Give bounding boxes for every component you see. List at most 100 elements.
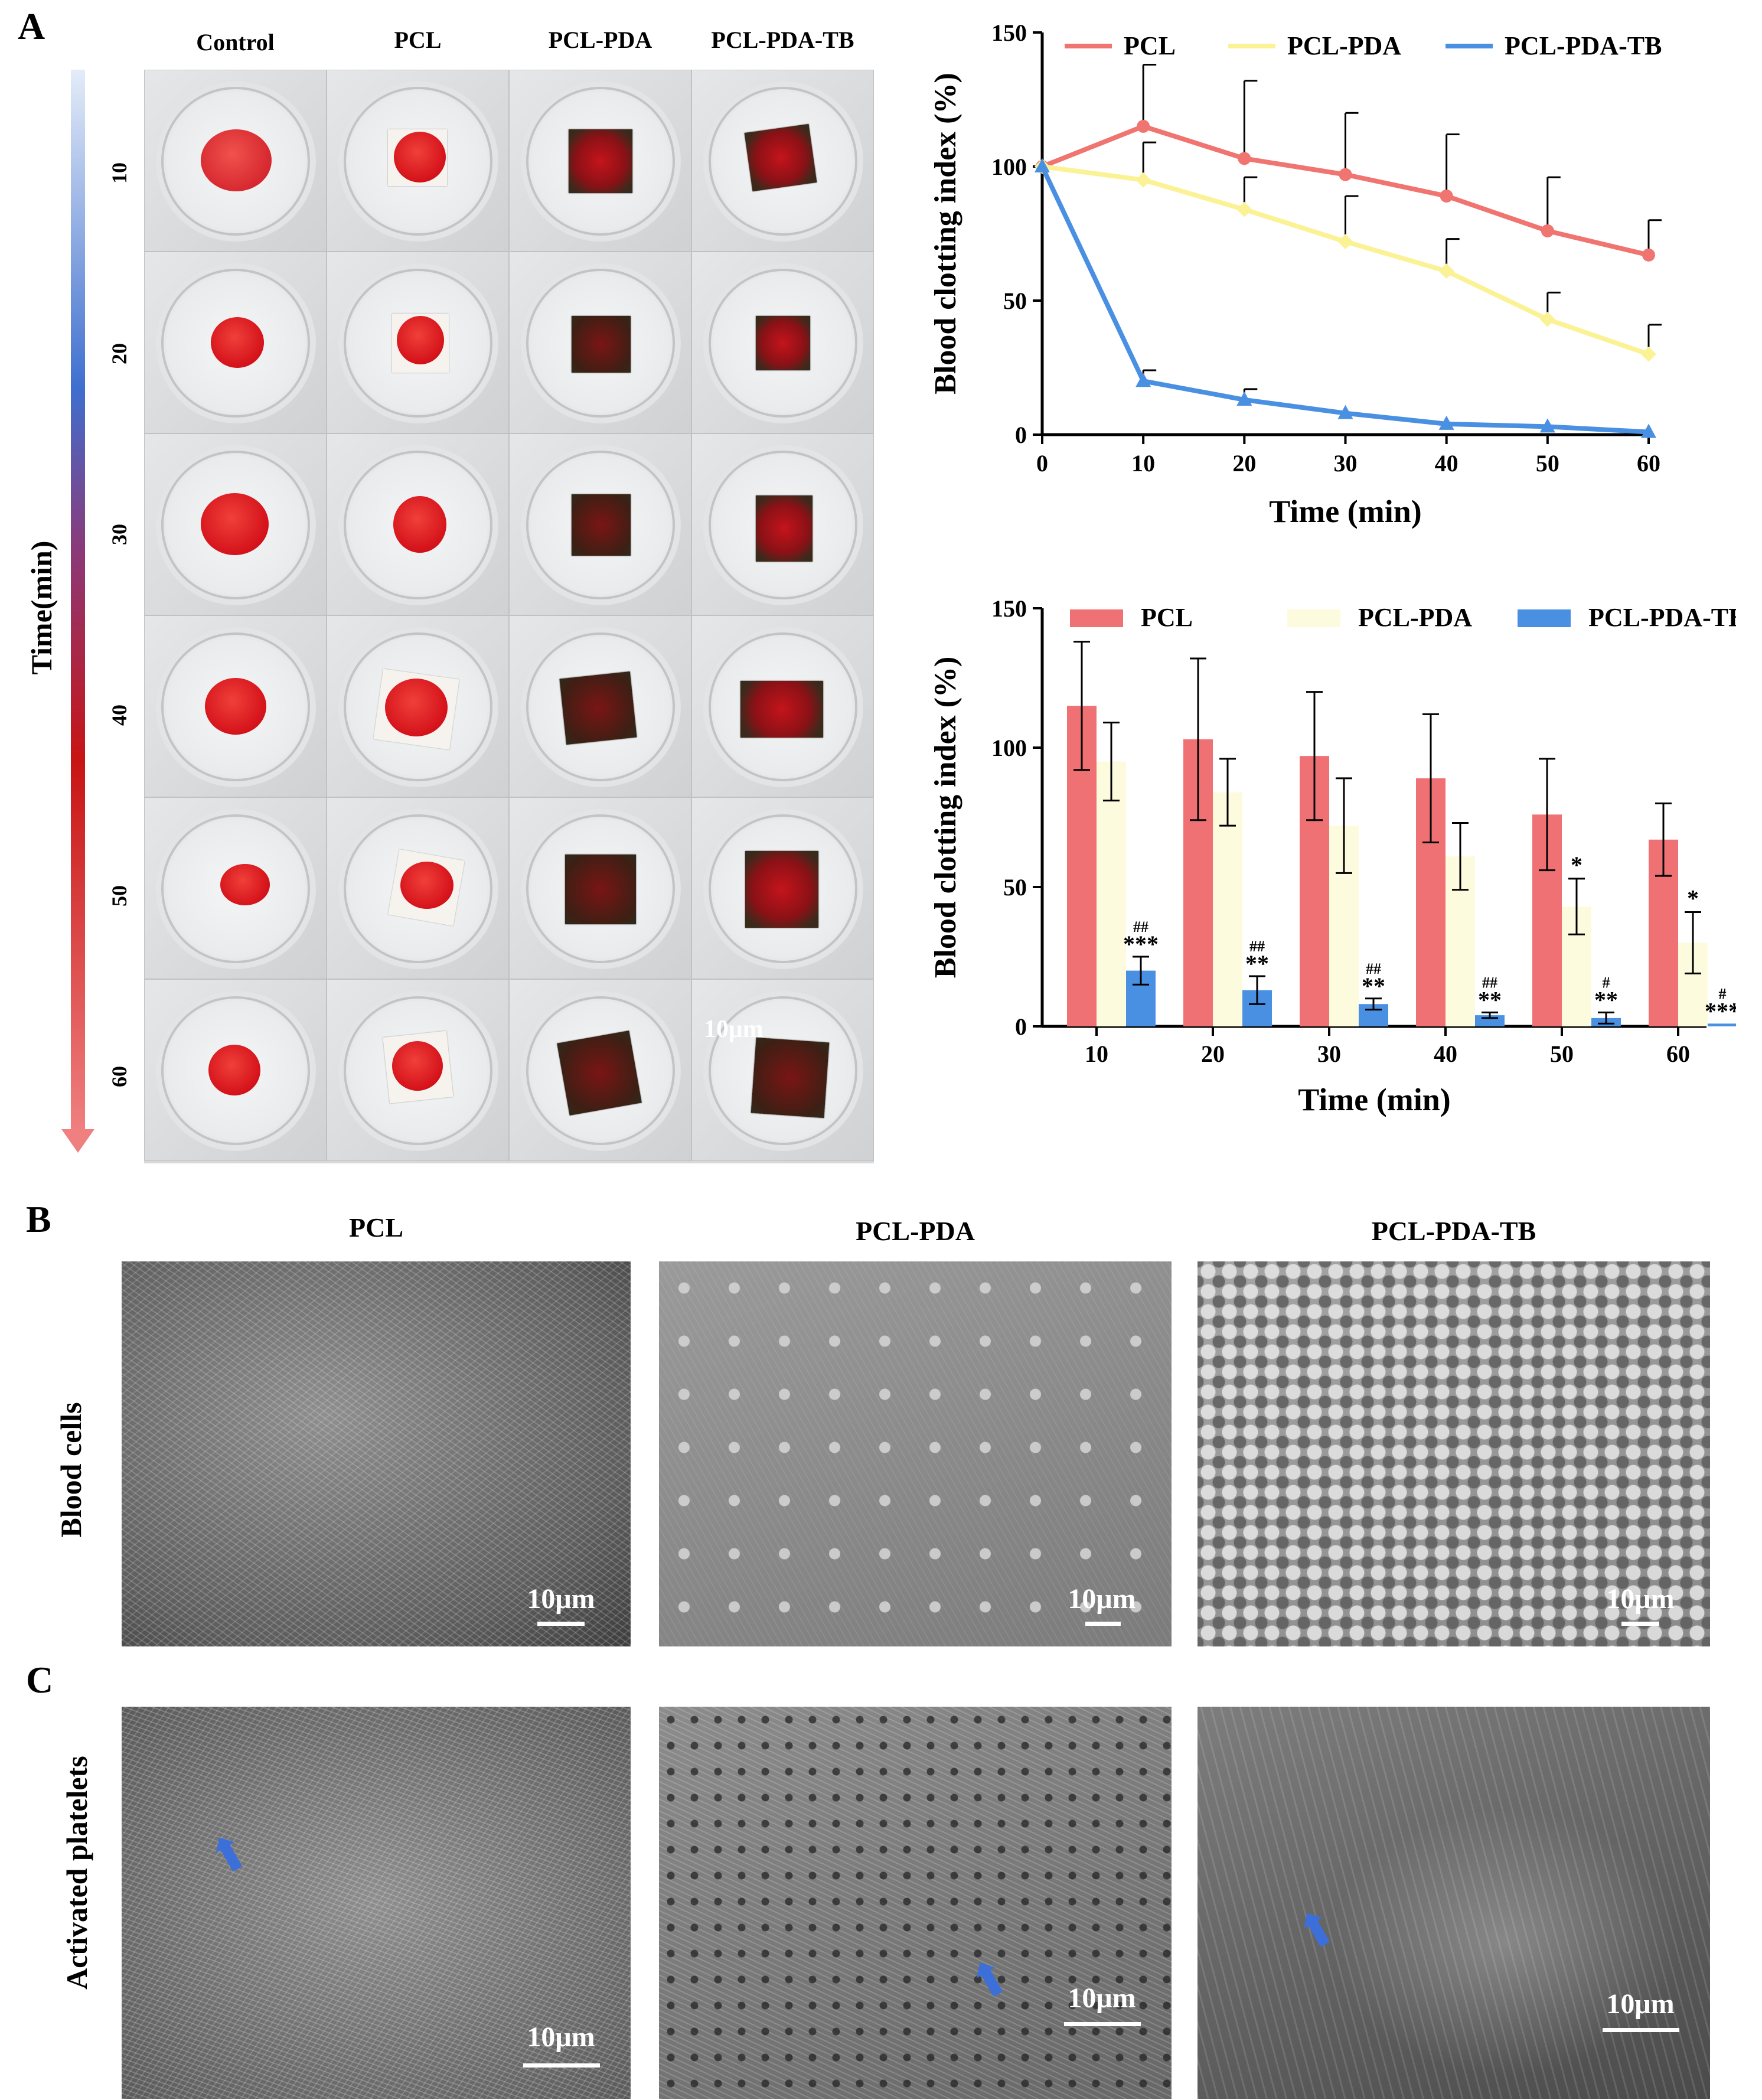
data-point (1642, 248, 1655, 262)
sem-platelets-pcl-pda: 10μm (659, 1707, 1172, 2099)
data-point (1236, 391, 1252, 406)
legend-label: PCL-PDA-TB (1588, 603, 1736, 632)
annotation-tb-hash: ## (1249, 938, 1265, 955)
annotation-tb-sig: ** (1245, 950, 1269, 977)
scale-label: 10μm (1068, 1583, 1136, 1615)
scale-label: 10μm (527, 2021, 595, 2053)
scale-bar (1085, 1622, 1121, 1626)
photo-pcl-20 (327, 252, 509, 433)
x-tick-label: 60 (1666, 1041, 1690, 1067)
time-tick-40: 40 (107, 705, 131, 726)
data-point (1539, 418, 1555, 433)
photo-pcl-pda-tb-20 (691, 252, 874, 433)
sem-blood-pcl-pda-tb: 10μm (1197, 1261, 1710, 1646)
x-tick-label: 20 (1232, 450, 1256, 477)
y-tick-label: 50 (1003, 288, 1027, 314)
photo-control-50 (144, 797, 327, 979)
y-tick-label: 0 (1015, 1013, 1027, 1040)
photo-pcl-pda-tb-60: 10μm (691, 979, 874, 1161)
data-point (1541, 224, 1554, 237)
annotation-tb-hash: ## (1133, 918, 1148, 935)
data-point (1539, 311, 1555, 327)
row-label-activated-platelets: Activated platelets (60, 1756, 93, 1990)
data-point (1135, 373, 1151, 387)
scale-bar (1603, 2028, 1679, 2032)
line-chart: 0 50 100 150 0 10 20 30 40 50 60 Time (min) Blood cl… (929, 19, 1662, 529)
annotation-tb-sig: ** (1362, 973, 1385, 999)
time-gradient-arrow (71, 70, 85, 1133)
data-point (1440, 189, 1453, 203)
time-arrow-head (61, 1129, 94, 1153)
data-point (1339, 168, 1352, 181)
scale-bar (1064, 2022, 1141, 2026)
sem-platelets-pcl: 10μm (122, 1707, 631, 2099)
photo-control-30 (144, 433, 327, 615)
annotation-tb-sig: ** (1594, 986, 1618, 1013)
photo-pcl-pda-40 (509, 615, 691, 797)
data-point (1238, 152, 1251, 165)
photo-pcl-pda-10 (509, 70, 691, 252)
photo-pcl-30 (327, 433, 509, 615)
y-tick-label: 100 (991, 154, 1027, 180)
bar-1 (1213, 792, 1242, 1026)
time-axis-label: Time(min) (25, 540, 58, 675)
time-tick-20: 20 (107, 343, 131, 364)
legend-label: PCL-PDA-TB (1505, 31, 1662, 60)
x-tick-label: 30 (1317, 1041, 1341, 1067)
time-tick-50: 50 (107, 885, 131, 906)
data-point (1641, 346, 1656, 362)
scale-bar (1621, 1622, 1659, 1626)
annotation-tb-hash: # (1719, 985, 1727, 1002)
scale-label: 10μm (527, 1583, 595, 1615)
x-tick-label: 40 (1434, 1041, 1457, 1067)
y-tick-label: 150 (991, 595, 1027, 622)
platelet-arrow-icon (1307, 1918, 1330, 1948)
legend-label: PCL (1124, 31, 1176, 60)
photo-pcl-50 (327, 797, 509, 979)
photo-pcl-pda-tb-40 (691, 615, 874, 797)
photo-pcl-pda-50 (509, 797, 691, 979)
panel-letter-a: A (18, 5, 45, 47)
photo-control-10 (144, 70, 327, 252)
x-tick-label: 10 (1131, 450, 1155, 477)
bar-1 (1097, 761, 1126, 1026)
sem-col-pcl-pda-tb: PCL-PDA-TB (1371, 1216, 1536, 1246)
annotation-tb-hash: ## (1366, 960, 1381, 977)
annotation-pda: * (1687, 885, 1699, 911)
photo-control-40 (144, 615, 327, 797)
y-tick-label: 150 (991, 19, 1027, 46)
x-tick-label: 10 (1085, 1041, 1108, 1067)
legend-label: PCL-PDA (1287, 31, 1401, 60)
photo-control-60 (144, 979, 327, 1161)
annotation-tb-sig: ** (1478, 986, 1502, 1013)
x-tick-label: 60 (1637, 450, 1660, 477)
bar-chart: 05010015010***##20**##30**##40**##50***#… (929, 595, 1736, 1117)
scale-label: 10μm (1068, 1982, 1136, 2014)
y-tick-label: 50 (1003, 874, 1027, 901)
annotation-tb-hash: # (1603, 974, 1610, 991)
x-tick-label: 50 (1550, 1041, 1574, 1067)
photo-col-pcl: PCL (394, 27, 442, 53)
x-tick-label: 0 (1036, 450, 1048, 477)
sem-blood-pcl: 10μm (122, 1261, 631, 1646)
sem-platelets-pcl-pda-tb: 10μm (1197, 1707, 1710, 2099)
annotation-pda: * (1571, 852, 1582, 878)
platelet-arrow-icon (980, 1968, 1003, 1997)
photo-col-pcl-pda: PCL-PDA (548, 27, 652, 53)
blood-clot-photo-grid: 10μm (144, 70, 874, 1163)
photo-pcl-10 (327, 70, 509, 252)
x-tick-label: 30 (1334, 450, 1358, 477)
legend-swatch (1287, 609, 1340, 627)
photo-scale-label: 10μm (704, 1016, 763, 1043)
scale-label: 10μm (1606, 1988, 1675, 2020)
sem-blood-pcl-pda: 10μm (659, 1261, 1172, 1646)
data-point (1337, 405, 1353, 419)
scale-bar (537, 1622, 585, 1626)
x-axis-title: Time (min) (1298, 1082, 1450, 1117)
row-label-blood-cells: Blood cells (54, 1402, 87, 1538)
time-tick-10: 10 (107, 162, 131, 184)
data-point (1035, 158, 1050, 172)
annotation-tb-sig: *** (1705, 997, 1736, 1024)
data-point (1641, 423, 1656, 438)
time-tick-30: 30 (107, 524, 131, 545)
